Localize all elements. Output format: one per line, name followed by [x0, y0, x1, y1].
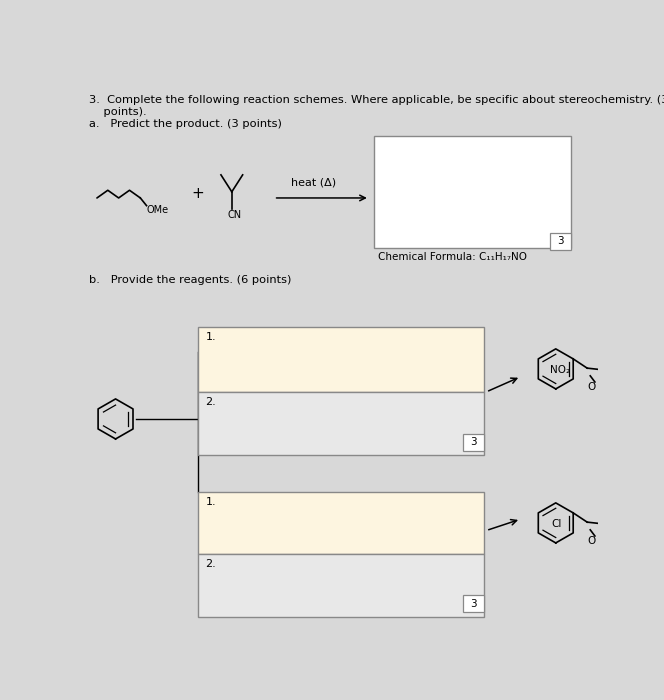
Text: Chemical Formula: C₁₁H₁₇NO: Chemical Formula: C₁₁H₁₇NO — [378, 252, 527, 262]
Text: +: + — [191, 186, 204, 201]
Text: a.   Predict the product. (3 points): a. Predict the product. (3 points) — [89, 120, 282, 130]
Bar — [198, 326, 485, 392]
Text: Cl: Cl — [551, 519, 562, 529]
Text: 3: 3 — [470, 598, 477, 609]
Text: CN: CN — [227, 210, 241, 220]
Text: 2.: 2. — [205, 398, 216, 407]
Bar — [374, 136, 571, 248]
Text: 3: 3 — [470, 437, 477, 447]
Text: O: O — [588, 382, 596, 392]
Text: 2.: 2. — [205, 559, 216, 569]
Text: O: O — [588, 536, 596, 546]
Bar — [198, 554, 485, 617]
Bar — [550, 232, 571, 250]
Bar — [463, 595, 485, 612]
Text: 1.: 1. — [205, 332, 216, 342]
Text: heat (Δ): heat (Δ) — [291, 178, 337, 188]
Bar — [198, 492, 485, 554]
Text: OMe: OMe — [147, 205, 169, 215]
Text: NO₂: NO₂ — [550, 365, 570, 375]
Text: 1.: 1. — [205, 498, 216, 508]
Bar — [198, 392, 485, 455]
Text: 3.  Complete the following reaction schemes. Where applicable, be specific about: 3. Complete the following reaction schem… — [89, 94, 664, 105]
Text: b.   Provide the reagents. (6 points): b. Provide the reagents. (6 points) — [89, 275, 291, 285]
Text: 3: 3 — [557, 236, 564, 246]
Text: points).: points). — [89, 107, 147, 117]
Bar — [463, 433, 485, 451]
